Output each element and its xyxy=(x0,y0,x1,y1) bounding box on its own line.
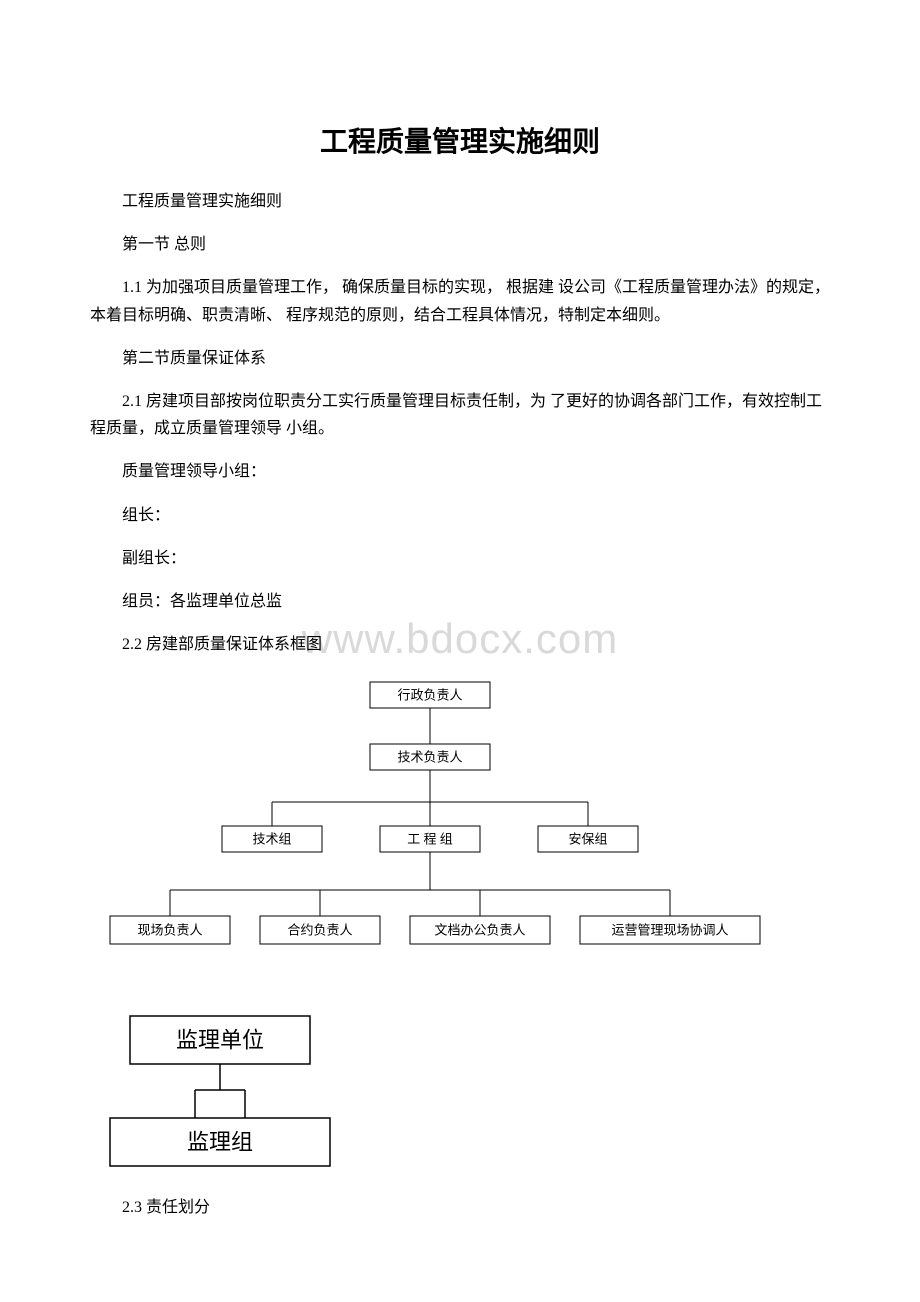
paragraph: 2.1 房建项目部按岗位职责分工实行质量管理目标责任制，为 了更好的协调各部门工… xyxy=(90,388,830,442)
paragraph: 2.2 房建部质量保证体系框图 xyxy=(90,631,830,658)
svg-text:技术组: 技术组 xyxy=(252,832,291,847)
paragraph: 组长： xyxy=(90,502,830,529)
section-heading-1: 第一节 总则 xyxy=(90,231,830,258)
svg-text:安保组: 安保组 xyxy=(568,832,607,847)
svg-text:文档办公负责人: 文档办公负责人 xyxy=(434,923,525,938)
section-heading-2: 第二节质量保证体系 xyxy=(90,345,830,372)
svg-text:工 程 组: 工 程 组 xyxy=(407,832,453,847)
paragraph: 1.1 为加强项目质量管理工作， 确保质量目标的实现， 根据建 设公司《工程质量… xyxy=(90,274,830,328)
org-chart-main: 行政负责人技术负责人技术组 工 程 组 安保组现场负责人 合约负责人 文档办公负责人 运营… xyxy=(90,674,830,984)
org-chart-supervision: 监理单位监理组 xyxy=(90,1008,830,1178)
svg-text:监理单位: 监理单位 xyxy=(176,1028,264,1053)
supervision-chart-svg: 监理单位监理组 xyxy=(90,1008,350,1178)
paragraph: 组员：各监理单位总监 xyxy=(90,588,830,615)
paragraph: 工程质量管理实施细则 xyxy=(90,188,830,215)
svg-text:合约负责人: 合约负责人 xyxy=(287,923,352,938)
svg-text:现场负责人: 现场负责人 xyxy=(137,923,202,938)
org-chart-svg: 行政负责人技术负责人技术组 工 程 组 安保组现场负责人 合约负责人 文档办公负责人 运营… xyxy=(90,674,830,984)
paragraph: 质量管理领导小组： xyxy=(90,458,830,485)
svg-text:运营管理现场协调人: 运营管理现场协调人 xyxy=(611,923,728,938)
paragraph: 2.3 责任划分 xyxy=(90,1194,830,1221)
svg-text:行政负责人: 行政负责人 xyxy=(397,688,462,703)
svg-text:监理组: 监理组 xyxy=(187,1130,253,1155)
svg-text:技术负责人: 技术负责人 xyxy=(397,750,462,765)
paragraph: 副组长： xyxy=(90,545,830,572)
page-title: 工程质量管理实施细则 xyxy=(90,120,830,160)
